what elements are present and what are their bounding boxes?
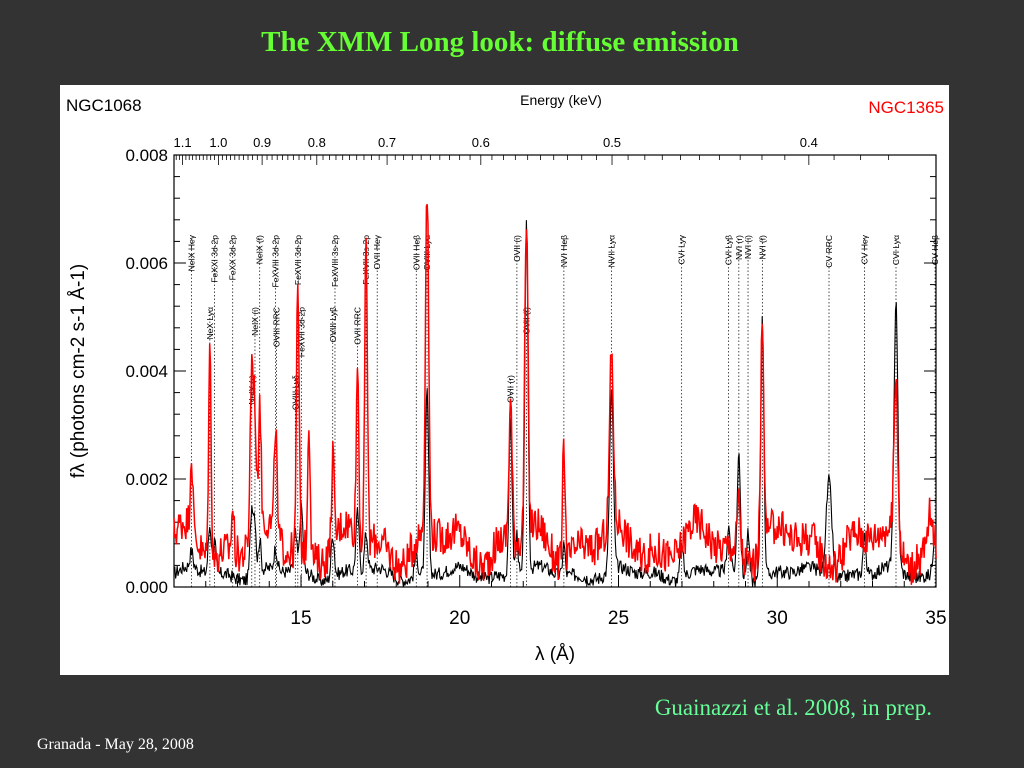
line-id-label: CV Heγ xyxy=(860,234,870,264)
line-id-label: CVI Lyβ xyxy=(724,235,734,265)
line-id-label: OVIII RRC xyxy=(272,307,282,347)
line-id-label: NeIX Heγ xyxy=(186,234,196,271)
x-tick-label: 15 xyxy=(290,608,311,629)
x-tick-label: 25 xyxy=(608,608,629,629)
spectrum-chart: NeIX Heγ FeXXI 3d-2p FeXX 3d-2p NeX Lyα NeIX… xyxy=(66,92,947,665)
line-id-label: FeXVIII 3s-2p xyxy=(330,235,340,287)
line-id-label: NeIX (i) xyxy=(250,307,260,336)
footer-text: Granada - May 28, 2008 xyxy=(37,736,194,753)
line-id-label: CV Heβ xyxy=(930,235,940,265)
line-id-label: NVII Lyα xyxy=(607,235,617,268)
citation: Guainazzi et al. 2008, in prep. xyxy=(654,695,932,720)
top-tick-label: 0.8 xyxy=(308,135,326,150)
top-tick-label: 1.1 xyxy=(174,135,192,150)
y-tick-label: 0.008 xyxy=(125,146,168,165)
axes-layer xyxy=(173,154,937,588)
line-id-label: FeXX 3d-2p xyxy=(228,235,238,281)
line-id-label: FeXXI 3d-2p xyxy=(210,235,220,283)
top-tick-label: 1.0 xyxy=(209,135,227,150)
line-id-label: NVI Heβ xyxy=(559,235,569,267)
line-id-label: FeXVII 3d-2p xyxy=(293,235,303,285)
line-id-label: OVIII Lyβ xyxy=(328,307,338,342)
series-layer xyxy=(173,204,937,588)
plot-frame xyxy=(173,154,937,588)
chart-panel: NeIX Heγ FeXXI 3d-2p FeXX 3d-2p NeX Lyα NeIX… xyxy=(60,85,949,675)
line-id-label: NVI (r) xyxy=(734,235,744,260)
line-id-label: CVI Lyγ xyxy=(677,234,687,264)
line-id-label: OVII (i) xyxy=(512,235,522,262)
top-tick-label: 0.4 xyxy=(800,135,818,150)
label-layer: 15 20 25 30 35 0.000 0.002 0.004 0.006 0.008 1.1 1.… xyxy=(66,92,947,665)
x-axis-label: λ (Å) xyxy=(535,644,575,665)
line-id-label: FeXVII 3d-2p xyxy=(296,307,306,357)
line-id-label: OVII (r) xyxy=(506,375,516,403)
line-identification-layer: NeIX Heγ FeXXI 3d-2p FeXX 3d-2p NeX Lyα NeIX… xyxy=(186,234,940,587)
y-tick-label: 0.000 xyxy=(125,578,168,597)
y-tick-label: 0.006 xyxy=(125,254,168,273)
top-tick-label: 0.5 xyxy=(603,135,621,150)
y-tick-label: 0.004 xyxy=(125,362,168,381)
series-line-ngc1365 xyxy=(173,204,937,585)
series-line-ngc1068 xyxy=(173,220,937,588)
y-tick-label: 0.002 xyxy=(125,470,168,489)
top-tick-label: 0.7 xyxy=(378,135,396,150)
line-id-label: NVI (i) xyxy=(743,235,753,259)
line-id-label: CVI Lyα xyxy=(891,235,901,265)
top-axis-label: Energy (keV) xyxy=(520,92,602,108)
top-tick-label: 0.9 xyxy=(253,135,271,150)
legend-ngc1365: NGC1365 xyxy=(868,98,944,117)
line-id-label: NVI (f) xyxy=(757,235,767,260)
x-tick-label: 20 xyxy=(449,608,470,629)
x-tick-label: 30 xyxy=(767,608,788,629)
line-id-label: OVIII Lyα xyxy=(422,235,432,270)
top-tick-label: 0.6 xyxy=(472,135,490,150)
y-axis-label: fλ (photons cm-2 s-1 Å-1) xyxy=(68,264,89,478)
line-id-label: CV RRC xyxy=(824,235,834,268)
x-tick-label: 35 xyxy=(925,608,946,629)
line-id-label: OVII Heβ xyxy=(411,235,421,270)
line-id-label: NeIX (f) xyxy=(255,235,265,264)
line-id-label: OVII (f) xyxy=(521,307,531,335)
line-id-label: NeX Lyα xyxy=(205,307,215,340)
line-id-label: OVIII Lyδ xyxy=(290,375,300,410)
line-id-label: OVII RRC xyxy=(353,307,363,345)
slide-title: The XMM Long look: diffuse emission xyxy=(261,26,739,58)
line-id-label: OVII Heγ xyxy=(372,234,382,269)
legend-ngc1068: NGC1068 xyxy=(66,96,142,115)
line-id-label: FeXVIII 3d-2p xyxy=(271,235,281,288)
